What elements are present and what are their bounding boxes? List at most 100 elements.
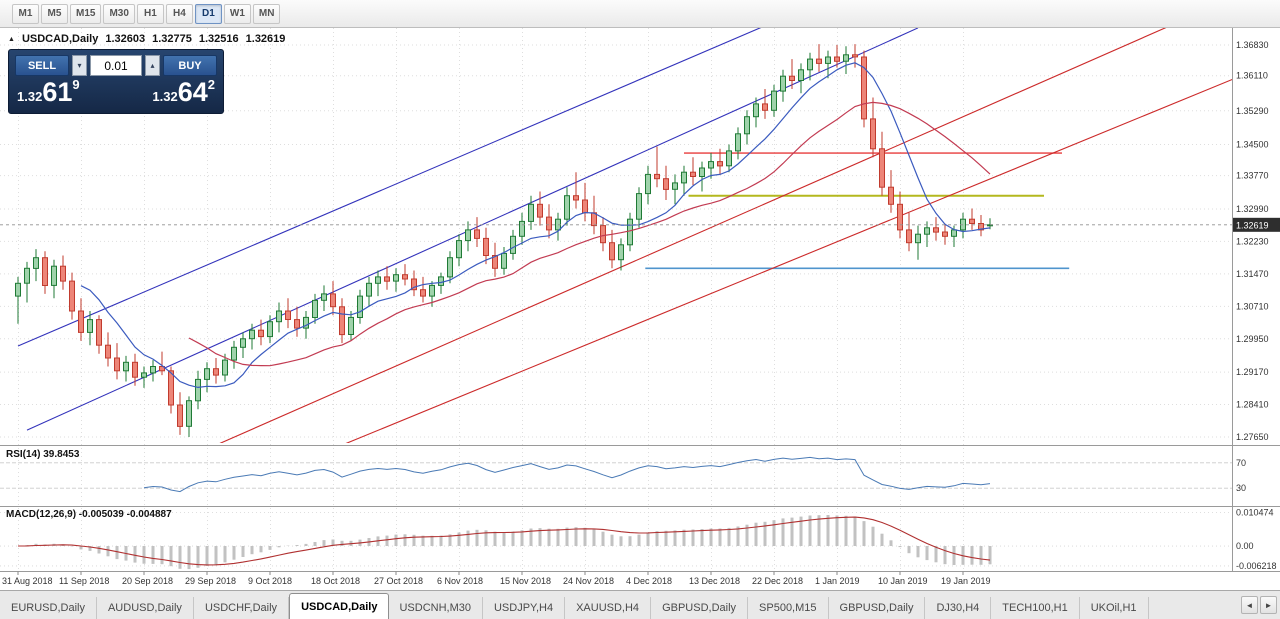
lot-dropdown-button[interactable]: ▾ — [72, 55, 87, 76]
price-tick-label: 1.30710 — [1236, 301, 1269, 311]
price-tick-label: 1.35290 — [1236, 106, 1269, 116]
chart-tab-gbpusd-daily[interactable]: GBPUSD,Daily — [829, 597, 926, 619]
timeframe-w1-button[interactable]: W1 — [223, 3, 251, 24]
candle-body — [609, 242, 615, 261]
chart-tab-ukoil-h1[interactable]: UKOil,H1 — [1080, 597, 1149, 619]
tab-scroll-right-button[interactable]: ► — [1260, 596, 1277, 614]
candle-body — [213, 368, 219, 376]
candle-body — [411, 278, 417, 291]
current-price-badge: 1.32619 — [1232, 217, 1280, 232]
chart-tab-usdcnh-m30[interactable]: USDCNH,M30 — [388, 597, 483, 619]
candle-body — [879, 148, 885, 188]
price-tick-label: 1.36830 — [1236, 40, 1269, 50]
rsi-indicator-label: RSI(14) 39.8453 — [6, 449, 80, 460]
symbol-label: USDCAD,Daily — [21, 33, 99, 45]
date-axis: 31 Aug 2018 11 Sep 2018 20 Sep 2018 29 Sep … — [2, 571, 991, 586]
timeframe-m5-button[interactable]: M5 — [41, 3, 68, 24]
trend-line — [345, 78, 1232, 443]
candle-body — [402, 274, 408, 280]
candle-body — [114, 357, 120, 372]
candle-body — [618, 244, 624, 261]
chart-tab-gbpusd-daily[interactable]: GBPUSD,Daily — [651, 597, 749, 619]
candle-body — [60, 265, 66, 282]
candle-body — [78, 310, 84, 333]
candle-body — [834, 56, 840, 62]
timeframe-d1-button[interactable]: D1 — [194, 3, 222, 24]
candle-body — [897, 203, 903, 231]
candle-body — [393, 274, 399, 282]
candle-body — [699, 167, 705, 177]
sell-button[interactable]: SELL — [15, 55, 69, 76]
macd-scale-label: 0.00 — [1236, 541, 1254, 551]
candle-body — [735, 133, 741, 152]
buy-button[interactable]: BUY — [163, 55, 217, 76]
candle-body — [789, 75, 795, 82]
candle-body — [456, 240, 462, 259]
candle-body — [276, 310, 282, 323]
pane-borders — [0, 28, 1280, 572]
timeframe-mn-button[interactable]: MN — [252, 3, 281, 24]
chart-tab-usdcad-daily[interactable]: USDCAD,Daily — [289, 593, 390, 619]
low-value: 1.32516 — [198, 33, 239, 45]
price-tick-label: 1.32990 — [1236, 204, 1269, 214]
date-tick-label: 9 Oct 2018 — [248, 576, 292, 586]
bid-pip-digit: 9 — [72, 77, 80, 92]
date-tick-label: 13 Dec 2018 — [689, 576, 740, 586]
chart-tab-xauusd-h4[interactable]: XAUUSD,H4 — [565, 597, 652, 619]
macd-scale-label: -0.006218 — [1236, 561, 1277, 571]
candle-body — [924, 227, 930, 235]
price-tick-label: 1.36110 — [1236, 71, 1268, 81]
chart-tab-tech100-h1[interactable]: TECH100,H1 — [991, 597, 1080, 619]
macd-pane — [0, 512, 1232, 570]
quote-prices-row: 1.32619 1.32642 — [15, 77, 217, 108]
candle-body — [357, 295, 363, 319]
bid-prefix: 1.32 — [17, 89, 43, 104]
lot-increase-button[interactable]: ▴ — [145, 55, 160, 76]
candle-body — [519, 220, 525, 237]
candle-body — [870, 118, 876, 150]
candle-body — [384, 276, 390, 282]
tab-scroll-left-button[interactable]: ◄ — [1241, 596, 1258, 614]
candle-body — [690, 171, 696, 177]
candle-body — [825, 56, 831, 64]
chart-tab-dj30-h4[interactable]: DJ30,H4 — [925, 597, 992, 619]
timeframe-m1-button[interactable]: M1 — [12, 3, 39, 24]
candle-body — [168, 370, 174, 406]
chart-canvas[interactable]: 1.368301.361101.352901.345001.337701.329… — [0, 28, 1280, 590]
lot-size-input[interactable]: 0.01 — [90, 55, 142, 76]
candle-body — [222, 359, 228, 376]
candle-body — [87, 319, 93, 333]
ask-big-digits: 64 — [177, 77, 208, 107]
candle-body — [231, 346, 237, 361]
vertical-gridlines — [18, 28, 964, 571]
candle-body — [717, 161, 723, 167]
collapse-arrow-icon[interactable]: ▲ — [8, 35, 15, 43]
candle-body — [933, 227, 939, 233]
timeframe-h4-button[interactable]: H4 — [165, 3, 193, 24]
timeframe-m15-button[interactable]: M15 — [70, 3, 102, 24]
timeframe-m30-button[interactable]: M30 — [103, 3, 135, 24]
date-tick-label: 11 Sep 2018 — [59, 576, 109, 586]
chart-tab-usdchf-daily[interactable]: USDCHF,Daily — [194, 597, 290, 619]
chart-tab-usdjpy-h4[interactable]: USDJPY,H4 — [483, 597, 566, 619]
timeframe-h1-button[interactable]: H1 — [136, 3, 164, 24]
candle-body — [762, 103, 768, 111]
candle-body — [564, 195, 570, 220]
candle-body — [978, 223, 984, 231]
macd-signal-line — [17, 516, 991, 566]
price-tick-label: 1.29950 — [1236, 334, 1269, 344]
chart-tab-audusd-daily[interactable]: AUDUSD,Daily — [97, 597, 194, 619]
date-tick-label: 22 Dec 2018 — [752, 576, 803, 586]
chart-tab-eurusd-daily[interactable]: EURUSD,Daily — [0, 597, 97, 619]
date-tick-label: 15 Nov 2018 — [500, 576, 551, 586]
trend-lines — [17, 28, 1232, 443]
candle-body — [69, 280, 75, 312]
chart-background — [0, 28, 1280, 590]
price-tick-label: 1.33770 — [1236, 171, 1269, 181]
candle-body — [195, 378, 201, 402]
candle-body — [600, 225, 606, 244]
tab-scroll-buttons: ◄ ► — [1241, 591, 1280, 619]
trend-line — [17, 28, 762, 347]
candle-body — [240, 338, 246, 348]
chart-tab-sp500-m15[interactable]: SP500,M15 — [748, 597, 829, 619]
